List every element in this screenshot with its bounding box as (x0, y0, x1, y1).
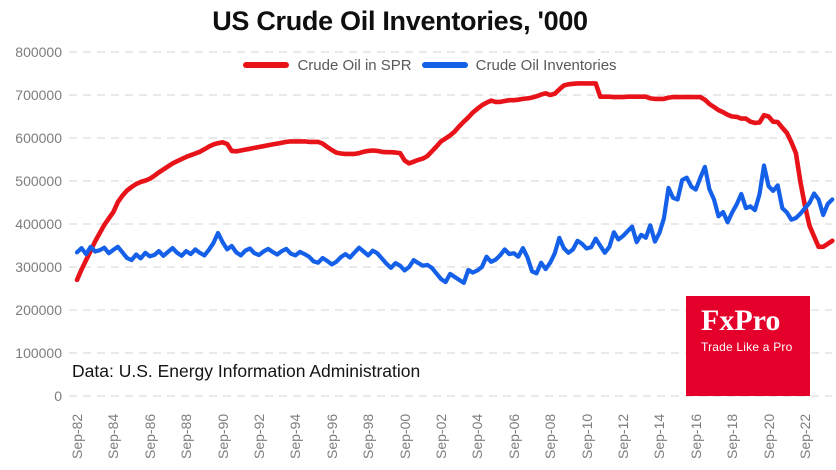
y-tick-label: 800000 (15, 44, 62, 60)
spr-line (74, 81, 835, 283)
x-tick-label: Sep-88 (178, 413, 195, 459)
legend-item-inventories: Crude Oil Inventories (421, 56, 617, 74)
x-tick-label: Sep-98 (360, 413, 377, 459)
y-tick-label: 100000 (15, 345, 62, 361)
legend-label-spr: Crude Oil in SPR (297, 56, 412, 74)
fxpro-logo: FxPro Trade Like a Pro (686, 296, 810, 396)
y-tick-label: 700000 (15, 87, 62, 103)
x-tick-label: Sep-16 (687, 413, 704, 459)
x-tick-label: Sep-96 (323, 413, 340, 459)
x-tick-label: Sep-02 (433, 413, 449, 459)
y-tick-label: 0 (54, 388, 62, 404)
x-tick-label: Sep-04 (469, 413, 486, 459)
legend: Crude Oil in SPR Crude Oil Inventories (60, 56, 800, 74)
x-tick-label: Sep-10 (578, 413, 595, 459)
y-tick-label: 200000 (15, 302, 62, 318)
y-tick-label: 600000 (15, 130, 62, 146)
x-tick-label: Sep-22 (797, 413, 813, 459)
legend-label-inventories: Crude Oil Inventories (475, 56, 617, 74)
inventories-line (74, 163, 835, 285)
x-tick-label: Sep-20 (760, 413, 777, 459)
x-tick-label: Sep-12 (615, 413, 631, 459)
x-tick-label: Sep-92 (251, 413, 267, 459)
x-tick-label: Sep-18 (724, 413, 741, 459)
x-tick-label: Sep-08 (542, 413, 559, 459)
legend-item-spr: Crude Oil in SPR (243, 56, 412, 74)
x-tick-label: Sep-86 (141, 413, 158, 459)
chart-title: US Crude Oil Inventories, '000 (212, 6, 588, 36)
x-tick-label: Sep-94 (287, 413, 304, 459)
y-tick-label: 300000 (15, 259, 62, 275)
x-tick-label: Sep-14 (651, 413, 668, 459)
x-tick-label: Sep-90 (214, 413, 231, 459)
y-tick-label: 400000 (15, 216, 62, 232)
x-tick-label: Sep-00 (396, 413, 413, 459)
fxpro-logo-name: FxPro (701, 304, 781, 337)
fxpro-logo-tagline: Trade Like a Pro (701, 340, 793, 354)
data-source-note: Data: U.S. Energy Information Administra… (72, 361, 421, 381)
spr-line-marker (243, 62, 290, 68)
inventories-line-marker (421, 62, 468, 68)
x-tick-label: Sep-06 (505, 413, 522, 459)
x-tick-label: Sep-82 (69, 413, 85, 459)
y-tick-label: 500000 (15, 173, 62, 189)
x-tick-label: Sep-84 (105, 413, 122, 459)
